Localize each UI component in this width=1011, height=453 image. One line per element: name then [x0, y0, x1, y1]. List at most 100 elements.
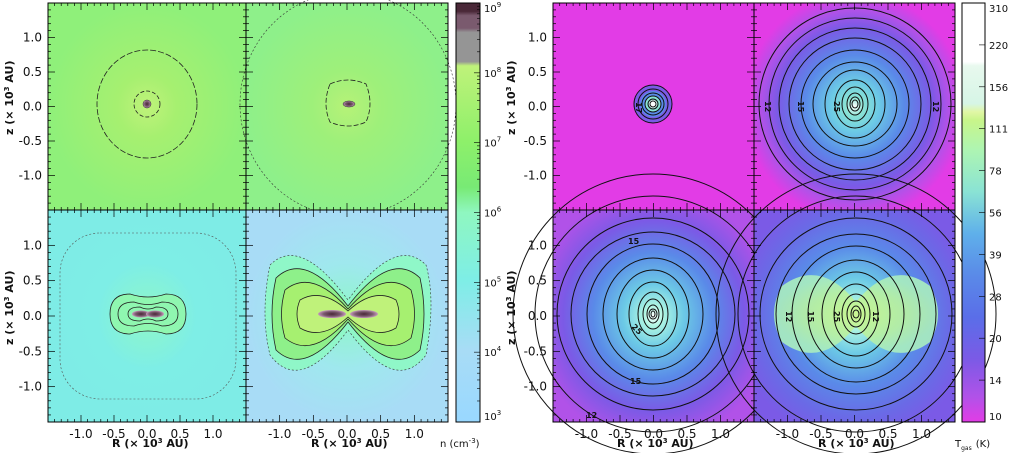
y-tick-label: -1.0 — [524, 169, 547, 183]
x-tick-label: 1.0 — [203, 427, 222, 441]
x-tick-label: -1.0 — [776, 427, 799, 441]
colorbar-tick-label: 10 — [989, 412, 1002, 423]
x-tick-label: 1.0 — [405, 427, 424, 441]
temperature-xlabel-left: R (× 103 AU) — [617, 437, 694, 450]
colorbar-tick-label: 28 — [989, 292, 1002, 303]
density-xlabel-left: R (× 103 AU) — [112, 437, 189, 450]
colorbar-tick-label: 56 — [989, 209, 1002, 220]
contour-label: 12 — [763, 101, 772, 112]
temperature-colorbar-label: Tgas (K) — [954, 439, 990, 452]
colorbar-tick-label: 103 — [484, 409, 501, 423]
contour-label: 25 — [832, 101, 841, 113]
x-tick-label: -0.5 — [608, 427, 631, 441]
density-colorbar-label: n (cm-3) — [440, 437, 480, 450]
x-tick-label: -1.0 — [575, 427, 598, 441]
temperature-ylabel-bottom: z (× 103 AU) — [505, 271, 518, 345]
y-tick-label: 0.0 — [23, 309, 42, 323]
x-tick-label: 1.0 — [711, 427, 730, 441]
temperature-panel-bottom-left: 15 25 15 12 — [512, 173, 794, 453]
y-tick-label: -1.0 — [524, 380, 547, 394]
contour-label: 12 — [784, 311, 793, 322]
temperature-panel-top-left: 17 — [553, 3, 754, 210]
contour-label: 12 — [871, 311, 880, 322]
contour-label: 12 — [586, 411, 597, 420]
x-tick-label: 0.5 — [878, 427, 897, 441]
contour-label: 17 — [634, 102, 643, 113]
y-tick-label: 1.0 — [23, 238, 42, 252]
temperature-y-tick-labels: 1.0 0.5 0.0 -0.5 -1.0 1.0 0.5 0.0 -0.5 -1.0 — [524, 31, 547, 394]
x-tick-label: 0.0 — [644, 427, 663, 441]
colorbar-tick-label: 105 — [484, 275, 501, 289]
colorbar-tick-label: 104 — [484, 345, 502, 359]
y-tick-label: 0.5 — [528, 274, 547, 288]
temperature-panel-bottom-right: 12 15 25 12 — [715, 173, 997, 453]
density-ylabel-bottom: z (× 103 AU) — [3, 271, 16, 345]
x-tick-label: 0.5 — [170, 427, 189, 441]
temperature-xlabel-right: R (× 103 AU) — [818, 437, 895, 450]
density-figure: 1.00.50.0-0.5-1.01.00.50.0-0.5-1.0 -1.0-… — [3, 0, 457, 450]
colorbar-tick-label: 20 — [989, 334, 1002, 345]
contour-label: 15 — [628, 237, 640, 246]
temperature-x-tick-labels: -1.0 -0.5 0.0 0.5 1.0 -1.0 -0.5 0.0 0.5 1.0 — [575, 427, 931, 441]
colorbar-tick-label: 310 — [989, 4, 1008, 15]
y-tick-label: 1.0 — [528, 238, 547, 252]
density-y-tick-labels: 1.0 0.5 0.0 -0.5 -1.0 1.0 0.5 0.0 -0.5 -1.0 — [19, 31, 42, 394]
y-tick-label: -1.0 — [19, 380, 42, 394]
y-tick-label: 0.5 — [528, 65, 547, 79]
y-tick-label: 0.0 — [23, 100, 42, 114]
x-tick-label: 0.5 — [371, 427, 390, 441]
density-panel-bottom-right — [246, 210, 448, 422]
density-colorbar: 109 108 107 106 105 104 103 n (cm-3) — [440, 1, 502, 450]
colorbar-tick-label: 106 — [484, 206, 502, 220]
colorbar-tick-label: 156 — [989, 83, 1008, 94]
density-xlabel-right: R (× 103 AU) — [311, 437, 388, 450]
colorbar-tick-label: 39 — [989, 250, 1002, 261]
x-tick-label: -1.0 — [69, 427, 92, 441]
temperature-ylabel-top: z (× 103 AU) — [505, 61, 518, 135]
contour-label: 25 — [832, 311, 841, 323]
y-tick-label: -0.5 — [19, 344, 42, 358]
density-x-tick-labels: -1.0 -0.5 0.0 0.5 1.0 -1.0 -0.5 0.0 0.5 1.0 — [69, 427, 424, 441]
x-tick-label: -0.5 — [809, 427, 832, 441]
y-tick-label: -0.5 — [19, 134, 42, 148]
y-tick-label: 1.0 — [23, 31, 42, 45]
contour-label: 15 — [796, 101, 805, 113]
colorbar-tick-label: 107 — [484, 136, 501, 150]
density-panel-top-right — [239, 0, 457, 217]
x-tick-label: 0.0 — [845, 427, 864, 441]
x-tick-label: 0.0 — [137, 427, 156, 441]
colorbar-tick-label: 220 — [989, 41, 1008, 52]
density-tick-marks — [47, 2, 449, 423]
colorbar-tick-label: 78 — [989, 167, 1002, 178]
temperature-colorbar-ticks: 310 220 156 111 78 56 39 28 20 14 10 — [979, 2, 1008, 423]
y-tick-label: 0.0 — [528, 309, 547, 323]
temperature-colorbar: 310 220 156 111 78 56 39 28 20 14 10 Tgas (K) — [954, 2, 1008, 452]
temperature-panel-top-right: 12 15 25 12 — [754, 3, 955, 210]
colorbar-tick-label: 109 — [484, 1, 501, 15]
y-tick-label: 0.0 — [528, 100, 547, 114]
density-panel-bottom-left — [48, 210, 246, 422]
x-tick-label: 1.0 — [912, 427, 931, 441]
x-tick-label: -1.0 — [268, 427, 291, 441]
contour-label: 15 — [806, 311, 815, 323]
x-tick-label: 0.5 — [677, 427, 696, 441]
density-panel-top-left — [48, 3, 246, 210]
x-tick-label: -0.5 — [102, 427, 125, 441]
y-tick-label: 1.0 — [528, 31, 547, 45]
y-tick-label: -1.0 — [19, 169, 42, 183]
y-tick-label: 0.5 — [23, 274, 42, 288]
x-tick-label: -0.5 — [302, 427, 325, 441]
contour-label: 15 — [630, 377, 642, 386]
temperature-figure: 17 12 15 25 12 — [505, 2, 997, 453]
y-tick-label: -0.5 — [524, 344, 547, 358]
y-tick-label: 0.5 — [23, 65, 42, 79]
temperature-tick-marks — [552, 2, 956, 423]
colorbar-tick-label: 14 — [989, 376, 1002, 387]
y-tick-label: -0.5 — [524, 134, 547, 148]
contour-label: 12 — [931, 101, 940, 112]
colorbar-tick-label: 108 — [484, 66, 501, 80]
density-colorbar-ticks: 109 108 107 106 105 104 103 — [474, 1, 502, 423]
colorbar-tick-label: 111 — [989, 125, 1008, 136]
x-tick-label: 0.0 — [337, 427, 356, 441]
